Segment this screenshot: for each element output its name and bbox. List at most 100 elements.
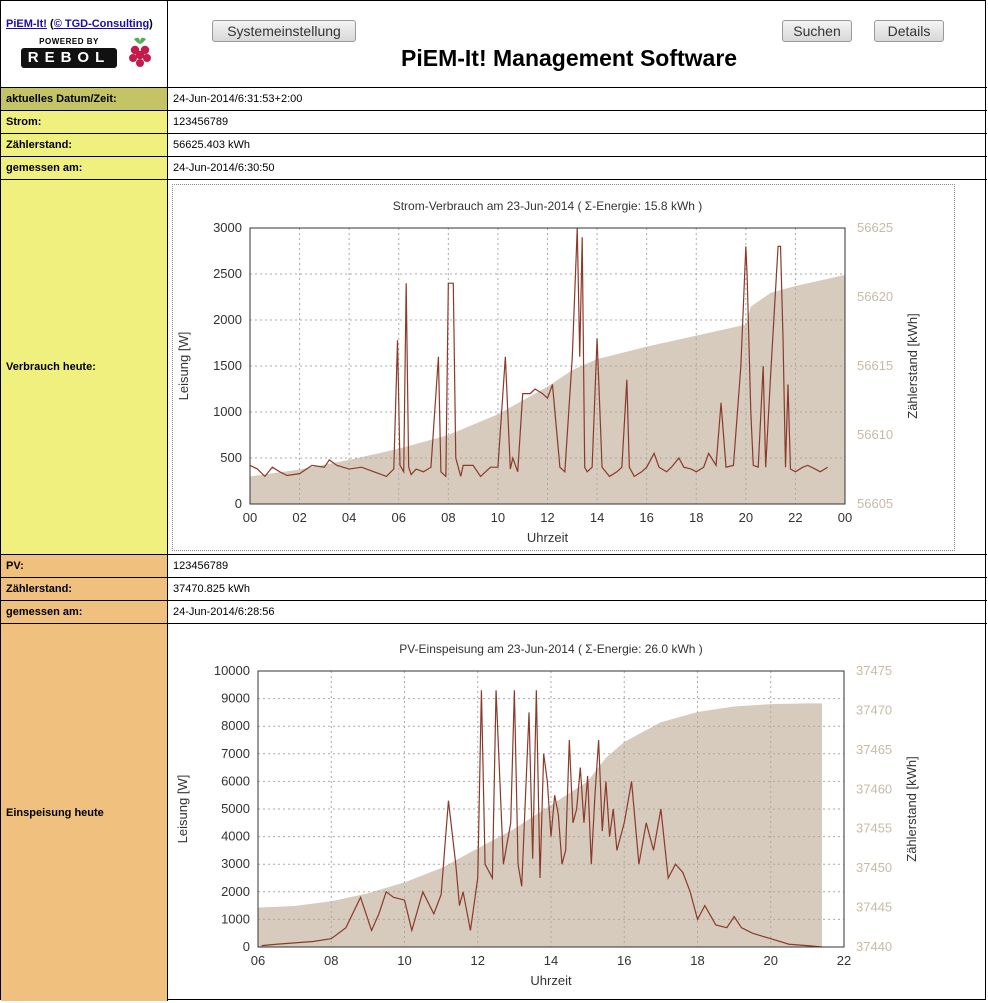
consumption-y-tick: 3000 [213, 220, 242, 235]
consumption-plot-frame [249, 227, 846, 505]
pv-y-tick: 2000 [221, 884, 250, 899]
consumption-chart: Strom-Verbrauch am 23-Jun-2014 ( Σ-Energ… [176, 199, 920, 545]
consumption-y-tick: 0 [235, 496, 242, 511]
consumption-x-tick: 00 [243, 510, 257, 525]
pv-y-tick: 7000 [221, 746, 250, 761]
consumption-y2-tick: 56610 [857, 427, 893, 442]
pv-x-tick: 14 [544, 953, 558, 968]
pv-x-tick: 12 [471, 953, 485, 968]
page-title: PiEM-It! Management Software [401, 45, 738, 71]
pv-x-tick: 18 [690, 953, 704, 968]
piem-link[interactable]: PiEM-It! [6, 18, 47, 30]
zaehler1-label: Zählerstand: [1, 134, 168, 156]
consumption-power-line [249, 227, 828, 478]
consumption-x-tick: 10 [491, 510, 505, 525]
pv-x-tick: 16 [617, 953, 631, 968]
consumption-x-tick: 22 [788, 510, 802, 525]
pv-y-tick: 5000 [221, 801, 250, 816]
zaehler1-row: Zählerstand: 56625.403 kWh [1, 134, 987, 157]
pv-x-label: Uhrzeit [530, 973, 572, 988]
consumption-y2-tick: 56605 [857, 496, 893, 511]
datetime-label: aktuelles Datum/Zeit: [1, 88, 168, 110]
strom-label: Strom: [1, 111, 168, 133]
consumption-y2-label: Zählerstand [kWh] [905, 313, 920, 419]
pv-y-tick: 1000 [221, 911, 250, 926]
datetime-value: 24-Jun-2014/6:31:53+2:00 [173, 93, 303, 105]
gemessen1-row: gemessen am: 24-Jun-2014/6:30:50 [1, 157, 987, 180]
tgd-link[interactable]: © TGD-Consulting [53, 18, 150, 30]
consumption-x-label: Uhrzeit [527, 530, 569, 545]
system-settings-button[interactable]: Systemeinstellung [212, 20, 356, 42]
pv-y2-tick: 37470 [856, 702, 892, 717]
pv-value: 123456789 [173, 560, 229, 572]
verbrauch-row: Verbrauch heute: Strom-Verbrauch am 23-J… [1, 180, 987, 555]
pv-y-tick: 6000 [221, 773, 250, 788]
pv-chart-frame: PV-Einspeisung am 23-Jun-2014 ( Σ-Energi… [172, 628, 953, 998]
consumption-x-tick: 20 [739, 510, 753, 525]
pv-y2-label: Zählerstand [kWh] [904, 756, 919, 862]
search-button[interactable]: Suchen [782, 20, 852, 42]
consumption-x-tick: 12 [540, 510, 554, 525]
pv-y2-tick: 37475 [856, 663, 892, 678]
consumption-x-tick: 16 [639, 510, 653, 525]
pv-chart: PV-Einspeisung am 23-Jun-2014 ( Σ-Energi… [175, 642, 919, 988]
consumption-y-tick: 1500 [213, 358, 242, 373]
pv-x-tick: 06 [251, 953, 265, 968]
consumption-y2-tick: 56615 [857, 358, 893, 373]
raspberry-icon [129, 37, 151, 67]
gemessen2-row: gemessen am: 24-Jun-2014/6:28:56 [1, 601, 987, 624]
pv-y2-tick: 37445 [856, 900, 892, 915]
consumption-x-tick: 18 [689, 510, 703, 525]
gemessen2-label: gemessen am: [1, 601, 168, 623]
pv-y-tick: 3000 [221, 856, 250, 871]
pv-y2-tick: 37440 [856, 939, 892, 954]
verbrauch-label: Verbrauch heute: [1, 180, 168, 554]
pv-y-tick: 0 [243, 939, 250, 954]
pv-y-tick: 10000 [214, 663, 250, 678]
gemessen2-value: 24-Jun-2014/6:28:56 [173, 606, 275, 618]
consumption-y-tick: 500 [220, 450, 242, 465]
pv-y2-tick: 37455 [856, 821, 892, 836]
strom-value: 123456789 [173, 116, 229, 128]
einspeisung-row: Einspeisung heute PV-Einspeisung am 23-J… [1, 624, 987, 1001]
consumption-y-tick: 2500 [213, 266, 242, 281]
pv-x-tick: 20 [764, 953, 778, 968]
consumption-chart-frame: Strom-Verbrauch am 23-Jun-2014 ( Σ-Energ… [172, 184, 955, 551]
pv-label: PV: [1, 555, 168, 577]
pv-y-tick: 9000 [221, 691, 250, 706]
consumption-y-label: Leisung [W] [176, 332, 191, 401]
zaehler2-label: Zählerstand: [1, 578, 168, 600]
rebol-logo: POWERED BY REBOL [21, 37, 117, 68]
consumption-x-tick: 14 [590, 510, 604, 525]
pv-power-line [261, 690, 823, 948]
consumption-y-tick: 1000 [213, 404, 242, 419]
strom-row: Strom: 123456789 [1, 111, 987, 134]
pv-row: PV: 123456789 [1, 555, 987, 578]
consumption-x-tick: 08 [441, 510, 455, 525]
pv-x-tick: 10 [397, 953, 411, 968]
zaehler2-value: 37470.825 kWh [173, 583, 251, 595]
consumption-y2-tick: 56625 [857, 220, 893, 235]
consumption-y-tick: 2000 [213, 312, 242, 327]
zaehler1-value: 56625.403 kWh [173, 139, 251, 151]
pv-y2-tick: 37460 [856, 781, 892, 796]
zaehler2-row: Zählerstand: 37470.825 kWh [1, 578, 987, 601]
pv-y-label: Leisung [W] [175, 775, 190, 844]
pv-y-tick: 4000 [221, 829, 250, 844]
header-row: PiEM-It! (© TGD-Consulting) POWERED BY R… [1, 1, 987, 88]
pv-y2-tick: 37450 [856, 860, 892, 875]
powered-by-text: POWERED BY [39, 37, 99, 46]
consumption-x-tick: 04 [342, 510, 356, 525]
consumption-y2-tick: 56620 [857, 289, 893, 304]
pv-title: PV-Einspeisung am 23-Jun-2014 ( Σ-Energi… [399, 642, 703, 656]
rebol-text: REBOL [21, 48, 117, 68]
pv-y2-tick: 37465 [856, 742, 892, 757]
einspeisung-label: Einspeisung heute [1, 624, 168, 1001]
pv-counter-area [258, 703, 823, 947]
logo-links: PiEM-It! (© TGD-Consulting) [6, 18, 153, 30]
details-button[interactable]: Details [874, 20, 944, 42]
pv-x-tick: 22 [837, 953, 851, 968]
gemessen1-value: 24-Jun-2014/6:30:50 [173, 162, 275, 174]
pv-y-tick: 8000 [221, 718, 250, 733]
